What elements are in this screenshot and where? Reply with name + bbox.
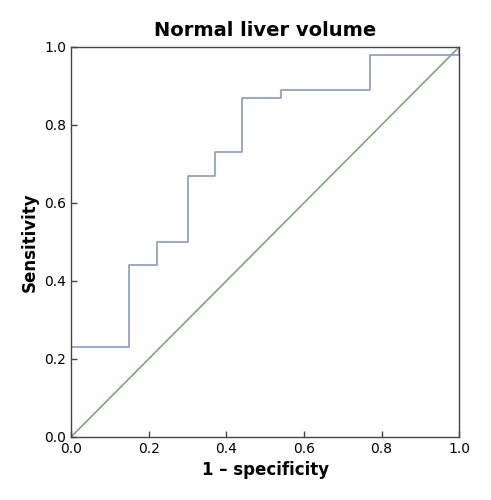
Y-axis label: Sensitivity: Sensitivity [21, 192, 39, 292]
X-axis label: 1 – specificity: 1 – specificity [202, 461, 329, 479]
Title: Normal liver volume: Normal liver volume [154, 21, 376, 40]
